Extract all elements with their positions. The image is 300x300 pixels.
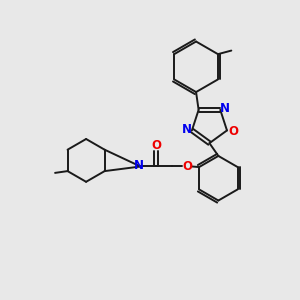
Text: N: N — [134, 159, 144, 172]
Text: N: N — [182, 123, 192, 136]
Text: O: O — [183, 160, 193, 173]
Text: O: O — [151, 139, 161, 152]
Text: N: N — [220, 102, 230, 115]
Text: O: O — [228, 124, 238, 137]
